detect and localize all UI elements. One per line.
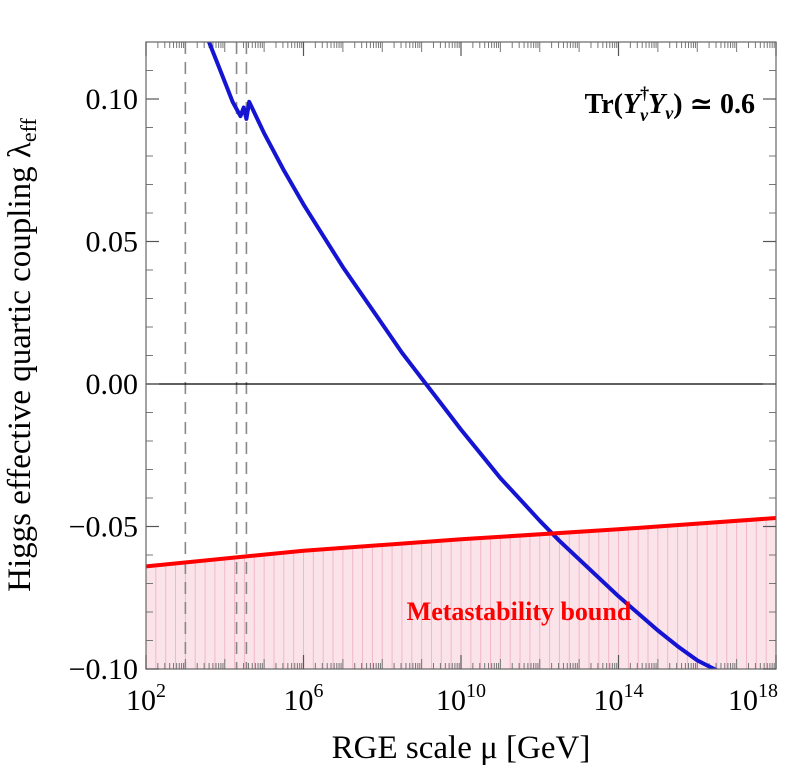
region-label: Metastability bound — [407, 597, 632, 626]
y-tick-label: 0.05 — [86, 226, 139, 259]
x-tick-label: 106 — [284, 680, 324, 717]
vertical-dashed-lines — [184, 42, 248, 669]
y-axis-title: Higgs effective quartic coupling λeff — [2, 117, 41, 591]
lambda-eff-line — [207, 42, 719, 669]
x-axis-title: RGE scale μ [GeV] — [332, 730, 591, 766]
y-tick-label: 0.00 — [86, 368, 139, 401]
major-ticks — [145, 42, 777, 670]
x-tick-base: 10 — [728, 684, 758, 717]
metastability-region — [146, 517, 776, 669]
x-tick-label: 1014 — [594, 680, 644, 717]
x-tick-label: 102 — [126, 680, 166, 717]
x-tick-exponent: 18 — [758, 680, 778, 702]
x-tick-exponent: 14 — [624, 680, 644, 702]
y-tick-labels: 0.10 0.05 0.00 −0.05 −0.10 — [69, 83, 138, 686]
x-tick-labels: 102 106 1010 1014 1018 — [126, 680, 778, 717]
x-tick-base: 10 — [126, 684, 156, 717]
trace-annotation: Tr(Y† νYν) ≃ 0.6 — [585, 83, 755, 125]
x-tick-exponent: 2 — [156, 680, 166, 702]
x-tick-label: 1018 — [728, 680, 778, 717]
y-tick-label: −0.05 — [69, 511, 138, 544]
y-tick-label: −0.10 — [69, 653, 138, 686]
x-tick-base: 10 — [436, 684, 466, 717]
x-tick-exponent: 6 — [314, 680, 324, 702]
series-lines — [146, 42, 776, 669]
x-tick-base: 10 — [284, 684, 314, 717]
x-tick-base: 10 — [594, 684, 624, 717]
y-tick-label: 0.10 — [86, 83, 139, 116]
minor-ticks — [146, 41, 776, 669]
x-tick-exponent: 10 — [466, 680, 486, 702]
metastability-bound-line — [146, 516, 776, 569]
x-tick-label: 1010 — [436, 680, 486, 717]
